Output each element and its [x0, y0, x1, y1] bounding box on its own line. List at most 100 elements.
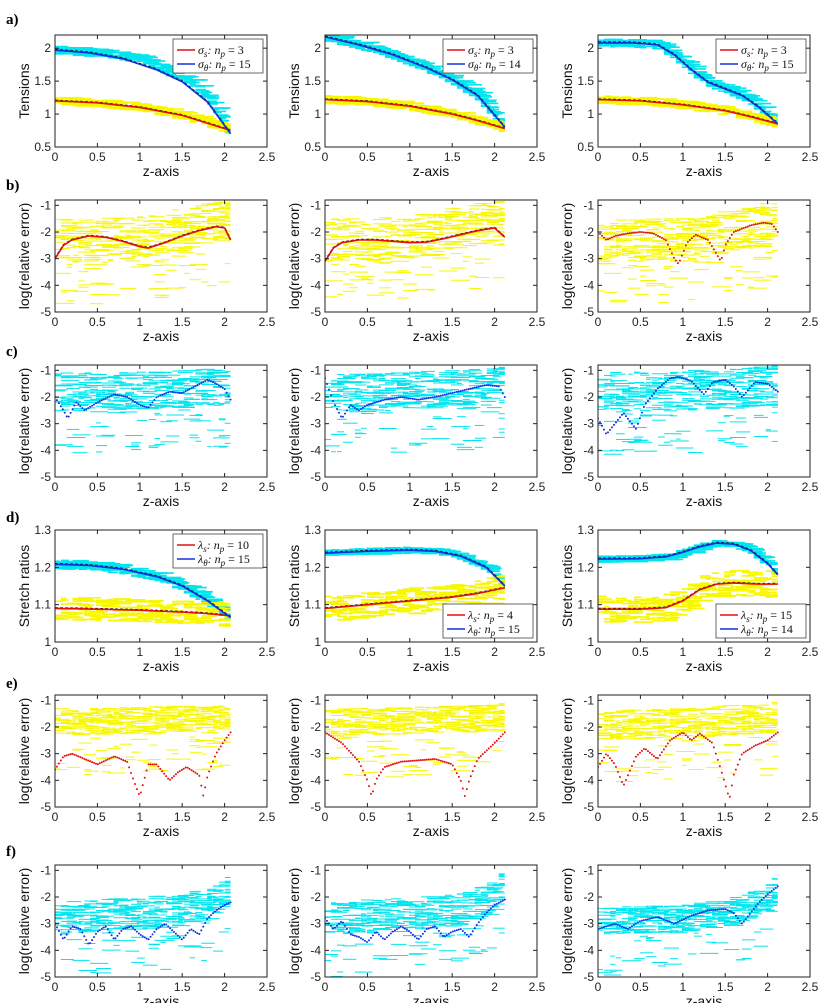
data-point [161, 393, 164, 396]
data-point [694, 233, 697, 236]
data-point [686, 378, 689, 381]
data-point [654, 233, 657, 236]
data-point [766, 222, 769, 225]
legend-subscript: θ [747, 63, 752, 73]
y-tick-label: -1 [310, 198, 321, 212]
legend-np-subscript: p [220, 63, 226, 73]
data-point [110, 394, 113, 397]
data-point [229, 398, 232, 401]
legend-np: n [215, 57, 221, 71]
x-tick-label: 2 [491, 480, 498, 494]
data-point [157, 395, 160, 398]
legend-subscript: s [747, 49, 751, 59]
data-point [706, 238, 709, 241]
data-point [610, 426, 613, 429]
axes-frame [54, 199, 268, 313]
legend-np-subscript: p [762, 49, 768, 59]
data-point [758, 222, 761, 225]
y-tick-label: -3 [583, 252, 594, 266]
data-point [133, 400, 136, 403]
data-point [353, 406, 356, 409]
data-point [690, 237, 693, 240]
data-point [467, 388, 470, 391]
y-tick-label: 0.5 [577, 140, 594, 154]
y-axis-label: log(relative error) [16, 203, 32, 310]
data-point [740, 227, 743, 230]
y-tick-label: 1 [587, 107, 594, 121]
data-point [145, 406, 148, 409]
data-point [684, 244, 687, 247]
data-point [178, 391, 181, 394]
data-point [772, 225, 775, 228]
data-point [345, 409, 348, 412]
data-point [724, 243, 727, 246]
legend-value: = 15 [226, 57, 251, 71]
data-point [716, 380, 719, 383]
data-point [602, 236, 605, 239]
data-point [399, 396, 402, 399]
data-point [499, 388, 502, 391]
data-point [359, 408, 362, 411]
data-point [503, 396, 506, 398]
data-point [774, 389, 777, 392]
data-point [167, 391, 170, 394]
data-point [660, 236, 663, 239]
x-tick-label: 2 [491, 150, 498, 164]
x-tick-label: 0 [595, 480, 602, 494]
data-point [423, 397, 426, 400]
data-point [217, 384, 220, 387]
data-point [126, 396, 129, 399]
y-tick-label: -2 [583, 225, 594, 239]
x-tick-label: 0 [52, 150, 59, 164]
x-tick-label: 0 [322, 480, 329, 494]
data-point [475, 386, 478, 389]
data-point [165, 392, 168, 395]
data-point [477, 385, 480, 388]
legend: σs: np = 3σθ: np = 15 [715, 38, 807, 74]
x-tick-label: 2.5 [802, 150, 819, 164]
data-point [638, 417, 641, 420]
x-axis-label: z-axis [413, 163, 450, 179]
data-point [752, 382, 755, 385]
data-point [355, 408, 358, 411]
data-point [688, 238, 691, 241]
data-point [724, 379, 727, 382]
data-point [69, 411, 72, 414]
data-point [682, 377, 685, 380]
data-point [471, 387, 474, 390]
band-cyan [55, 45, 231, 134]
data-point [120, 394, 123, 397]
row-label: f) [6, 844, 16, 860]
data-point [690, 380, 693, 383]
band-cyan [598, 365, 778, 455]
data-point [100, 399, 103, 402]
data-point [389, 397, 392, 400]
data-point [151, 401, 154, 404]
y-tick-label: -5 [583, 470, 594, 484]
data-point [219, 385, 222, 388]
data-point [118, 394, 121, 397]
data-point [223, 388, 226, 391]
legend-np: n [484, 43, 490, 57]
data-point [654, 389, 657, 392]
x-tick-label: 0.5 [359, 150, 376, 164]
data-point [622, 233, 625, 236]
x-tick-label: 1.5 [174, 480, 191, 494]
data-point [614, 421, 617, 424]
data-point [116, 393, 119, 396]
data-point [351, 405, 354, 408]
y-tick-label: -3 [583, 417, 594, 431]
x-axis-label: z-axis [143, 163, 180, 179]
data-point [726, 380, 729, 383]
data-point [712, 248, 715, 251]
data-point [692, 382, 695, 385]
legend-entry: σs: np = 3 [468, 43, 514, 59]
y-axis-label: log(relative error) [16, 368, 32, 475]
data-point [712, 381, 715, 384]
data-point [81, 407, 84, 410]
series-line-σs [325, 98, 505, 130]
axes-frame [597, 34, 811, 148]
band-yellow [55, 201, 231, 305]
data-point [403, 396, 406, 399]
data-point [106, 396, 109, 399]
